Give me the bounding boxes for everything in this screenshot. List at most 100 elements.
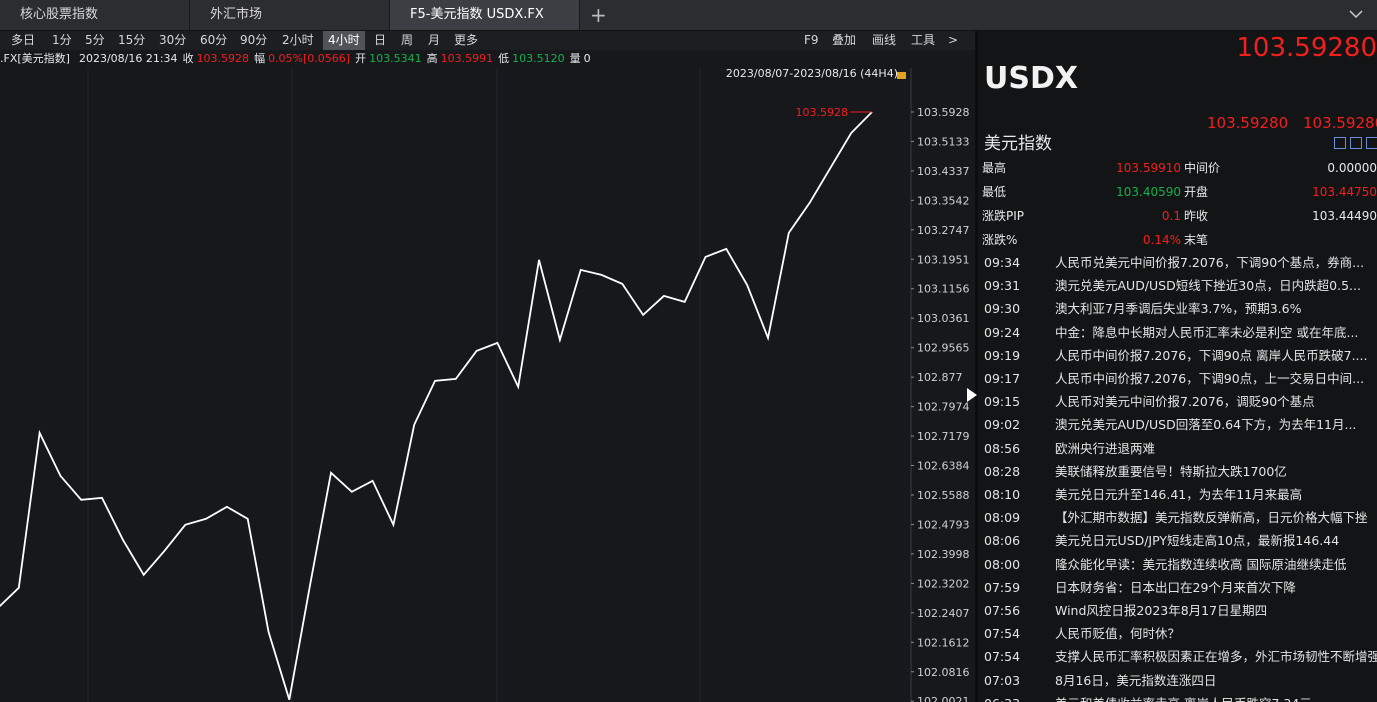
news-item[interactable]: 08:06 美元兑日元USD/JPY短线走高10点，最新报146.44 — [984, 529, 1339, 552]
y-tick-label: 103.5133 — [917, 135, 970, 148]
price-line — [0, 111, 873, 700]
news-item[interactable]: 09:15 人民币对美元中间价报7.2076，调贬90个基点 — [984, 390, 1315, 413]
y-tick-label: 102.0816 — [917, 666, 970, 679]
new-tab-button[interactable]: + — [590, 3, 607, 27]
icon[interactable] — [1350, 137, 1362, 149]
news-title: 美联储释放重要信号！特斯拉大跌1700亿 — [1055, 463, 1287, 479]
field-label: 幅 — [254, 52, 266, 65]
news-title: 8月16日，美元指数连涨四日 — [1055, 672, 1217, 688]
news-time: 09:17 — [984, 371, 1021, 386]
news-time: 07:56 — [984, 603, 1021, 618]
news-title: 隆众能化早读：美元指数连续收高 国际原油继续走低 — [1055, 556, 1347, 572]
news-title: 美元和美债收益率走高 离岸人民币跌穿7.34元 — [1055, 696, 1312, 702]
lock-icon[interactable] — [897, 72, 906, 79]
period-button[interactable]: 周 — [401, 33, 414, 47]
news-item[interactable]: 08:56 欧洲央行进退两难 — [984, 437, 1155, 460]
period-button[interactable]: 更多 — [454, 33, 479, 47]
news-item[interactable]: 08:00 隆众能化早读：美元指数连续收高 国际原油继续走低 — [984, 553, 1346, 576]
news-time: 08:06 — [984, 533, 1021, 549]
y-tick-label: 102.6384 — [917, 460, 970, 473]
stat-value: 103.44490 — [1312, 209, 1377, 223]
stat-value: 103.40590 — [1116, 185, 1181, 199]
news-item[interactable]: 09:17 人民币中间价报7.2076，下调90点，上一交易日中间... — [984, 367, 1364, 390]
period-button[interactable]: 日 — [374, 33, 387, 47]
news-time: 07:03 — [984, 672, 1021, 688]
icon[interactable] — [1366, 137, 1377, 149]
news-item[interactable]: 08:28 美联储释放重要信号！特斯拉大跌1700亿 — [984, 460, 1287, 483]
stat-value: 0.1 — [1161, 209, 1181, 223]
news-title: 澳元兑美元AUD/USD短线下挫近30点，日内跌超0.5... — [1055, 278, 1361, 294]
news-time: 08:10 — [984, 487, 1021, 502]
y-tick-label: 102.7974 — [917, 401, 970, 414]
tool-button[interactable]: 叠加 — [832, 33, 857, 47]
period-button[interactable]: 60分 — [200, 33, 228, 47]
stat-label: 昨收 — [1184, 209, 1209, 223]
tool-button[interactable]: 画线 — [872, 33, 897, 47]
bid-price: 103.59280 — [1207, 114, 1289, 132]
y-tick-label: 102.2407 — [917, 607, 970, 620]
news-item[interactable]: 07:03 8月16日，美元指数连涨四日 — [984, 669, 1216, 692]
news-title: 中金：降息中长期对人民币汇率未必是利空 或在年底... — [1055, 324, 1359, 340]
period-button[interactable]: 多日 — [11, 33, 36, 47]
collapse-icon[interactable] — [1348, 8, 1364, 20]
symbol: .FX[美元指数] — [0, 52, 70, 65]
tab[interactable]: F5-美元指数 USDX.FX — [390, 0, 580, 30]
date-range: 2023/08/07-2023/08/16 (44H4) — [726, 68, 898, 80]
news-item[interactable]: 09:31 澳元兑美元AUD/USD短线下挫近30点，日内跌超0.5... — [984, 274, 1361, 297]
y-tick-label: 103.2747 — [917, 224, 970, 237]
news-title: 美元兑日元USD/JPY短线走高10点，最新报146.44 — [1055, 533, 1340, 549]
stat-value: 0.00000 — [1327, 161, 1377, 175]
collapse-arrow[interactable] — [967, 388, 977, 402]
tool-button[interactable]: F9 — [804, 33, 819, 47]
tool-button[interactable]: 工具 — [911, 33, 936, 47]
news-item[interactable]: 07:54 支撑人民币汇率积极因素正在增多，外汇市场韧性不断增强 — [984, 645, 1377, 668]
y-tick-label: 103.1156 — [917, 283, 970, 296]
symbol: USDX — [984, 61, 1078, 96]
news-item[interactable]: 07:54 人民币贬值，何时休？ — [984, 622, 1180, 645]
last-price-label: 103.5928 — [796, 106, 849, 119]
quote-bar: .FX[美元指数] 2023/08/16 21:34 收 103.5928 幅 0.05%… — [0, 50, 596, 68]
news-time: 07:59 — [984, 579, 1021, 595]
period-button[interactable]: 30分 — [159, 33, 187, 47]
news-item[interactable]: 09:02 澳元兑美元AUD/USD回落至0.64下方，为去年11月... — [984, 413, 1356, 436]
news-item[interactable]: 09:24 中金：降息中长期对人民币汇率未必是利空 或在年底... — [984, 321, 1358, 344]
tab[interactable]: 外汇市场 — [190, 0, 390, 30]
period-button[interactable]: 90分 — [240, 33, 268, 47]
field-label: 高 — [426, 52, 438, 65]
field-value: 0 — [583, 52, 591, 65]
news-title: 美元兑日元升至146.41，为去年11月来最高 — [1055, 487, 1303, 502]
period-button[interactable]: 4小时 — [323, 31, 365, 50]
news-item[interactable]: 07:56 Wind风控日报2023年8月17日星期四 — [984, 599, 1267, 622]
stat-label: 末笔 — [1184, 233, 1209, 247]
news-item[interactable]: 08:10 美元兑日元升至146.41，为去年11月来最高 — [984, 483, 1302, 506]
news-title: 人民币中间价报7.2076，下调90点 离岸人民币跌破7.... — [1055, 347, 1368, 363]
news-title: 澳元兑美元AUD/USD回落至0.64下方，为去年11月... — [1055, 417, 1357, 433]
tool-button[interactable]: > — [948, 33, 959, 47]
period-button[interactable]: 2小时 — [282, 33, 314, 47]
news-time: 09:30 — [984, 301, 1021, 317]
stat-label: 开盘 — [1184, 185, 1209, 199]
news-time: 09:19 — [984, 347, 1021, 363]
last-price: 103.59280 — [1236, 33, 1377, 63]
period-button[interactable]: 15分 — [118, 33, 146, 47]
field-label: 开 — [355, 52, 367, 65]
news-title: 欧洲央行进退两难 — [1055, 440, 1156, 456]
tab[interactable]: 核心股票指数 — [0, 0, 190, 30]
period-button[interactable]: 月 — [428, 33, 441, 47]
news-time: 06:33 — [984, 692, 1055, 702]
stat-value: 103.59910 — [1116, 161, 1181, 175]
news-item[interactable]: 09:34 人民币兑美元中间价报7.2076，下调90个基点，券商... — [984, 251, 1364, 274]
news-item[interactable]: 06:33美元和美债收益率走高 离岸人民币跌穿7.34元 — [984, 692, 1312, 702]
field-value: 103.5991 — [440, 52, 494, 65]
period-button[interactable]: 5分 — [85, 33, 105, 47]
icon[interactable] — [1334, 137, 1346, 149]
period-button[interactable]: 1分 — [52, 33, 72, 47]
y-tick-label: 102.4793 — [917, 518, 970, 531]
news-item[interactable]: 08:09 【外汇期市数据】美元指数反弹新高，日元价格大幅下挫 — [984, 506, 1368, 529]
news-item[interactable]: 09:30 澳大利亚7月季调后失业率3.7%，预期3.6% — [984, 297, 1301, 320]
news-item[interactable]: 09:19 人民币中间价报7.2076，下调90点 离岸人民币跌破7.... — [984, 344, 1367, 367]
y-tick-label: 102.1612 — [917, 636, 970, 649]
news-item[interactable]: 07:59 日本财务省：日本出口在29个月来首次下降 — [984, 576, 1296, 599]
ask-price: 103.59280 — [1303, 114, 1377, 132]
field-label: 收 — [182, 52, 194, 65]
